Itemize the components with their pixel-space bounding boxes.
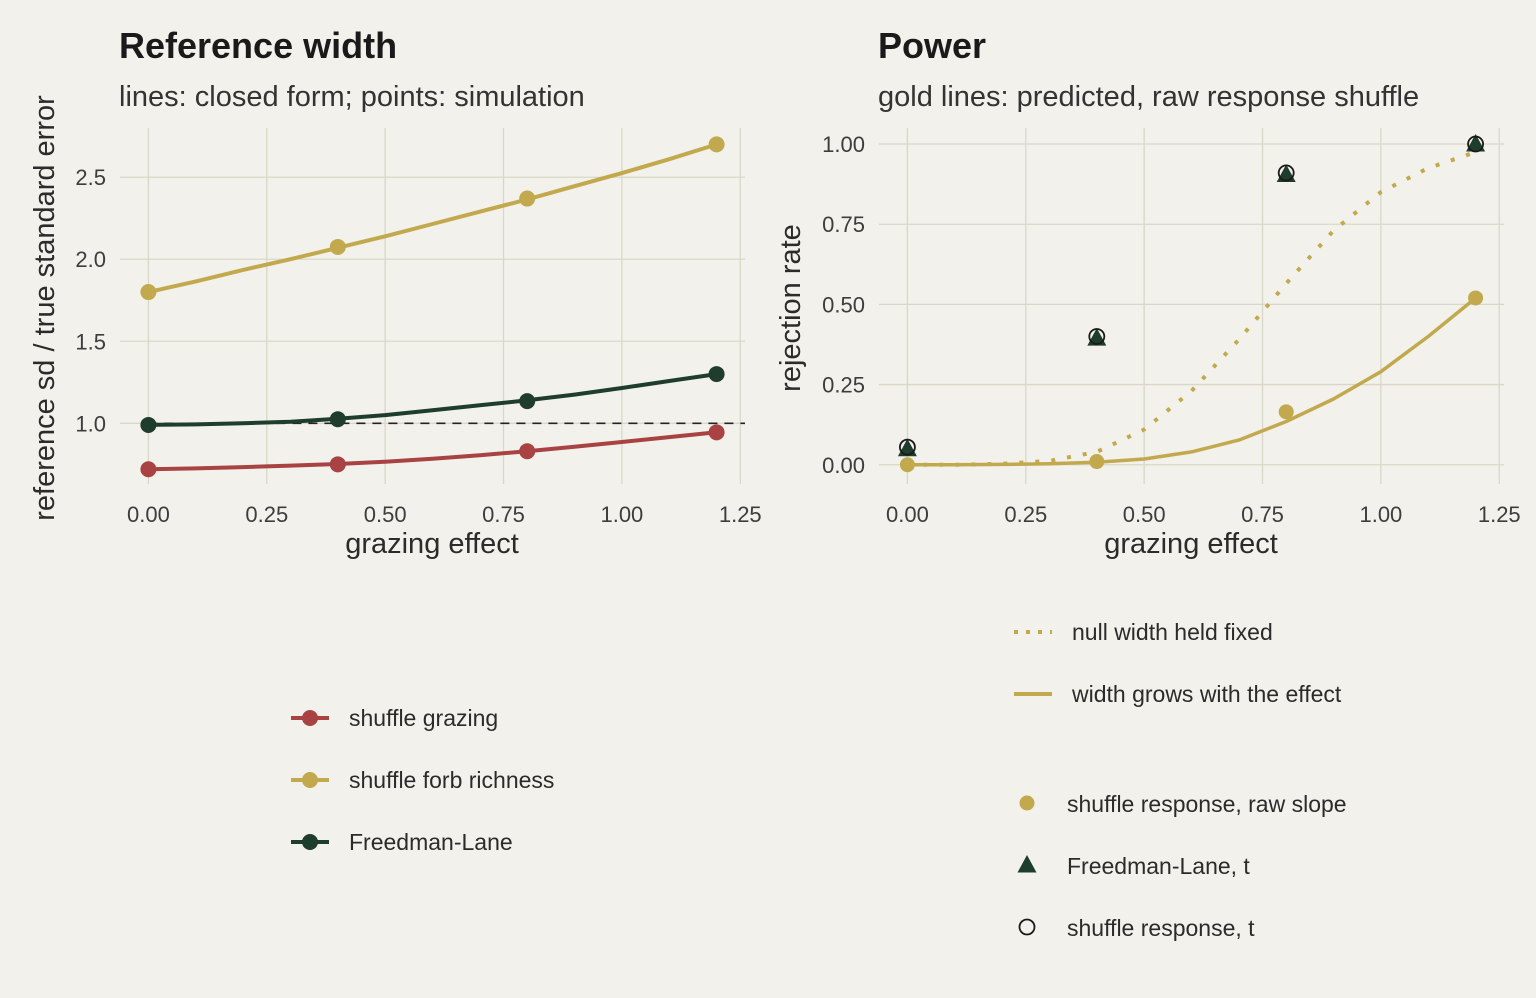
series-line-shuffle-forb-richness [147,142,718,295]
right-x-tick-label: 0.50 [1123,502,1166,527]
left-y-tick-label: 1.5 [75,329,106,354]
left-tick-labels: 0.00 0.25 0.50 0.75 1.00 1.25 1.0 1.5 2.0 2.5 [75,165,761,527]
left-x-tick-label: 0.25 [245,502,288,527]
right-legend: null width held fixed width grows with th… [1014,619,1347,941]
series-point-shuffle-grazing [140,461,157,478]
point-freedman-lane-t [1466,134,1486,152]
series-point-freedman-lane [140,416,157,433]
power-line-width-grows-with-the-effect [907,296,1477,467]
right-data-marks [897,134,1486,473]
legend-key-marker-shuffle-response-t [1018,918,1036,936]
right-x-tick-label: 0.00 [886,502,929,527]
right-chart-title: Power [878,25,986,66]
series-line-freedman-lane [148,372,717,427]
series-point-freedman-lane [519,393,536,410]
right-x-tick-label: 1.25 [1478,502,1521,527]
legend-key-marker-freedman-lane-t [1017,855,1037,873]
series-point-shuffle-forb-richness [708,136,725,153]
legend-key-marker-shuffle-response-raw-slope [1019,795,1035,811]
right-x-tick-label: 1.00 [1359,502,1402,527]
legend-label-shuffle-response-raw-slope: shuffle response, raw slope [1067,791,1347,817]
left-y-axis-label: reference sd / true standard error [29,95,61,521]
left-x-tick-label: 1.25 [719,502,762,527]
legend-label-width-grows-with-the-effect: width grows with the effect [1071,681,1342,707]
left-y-tick-label: 2.5 [75,165,106,190]
legend-label-freedman-lane-t: Freedman-Lane, t [1067,853,1250,879]
series-point-shuffle-grazing [519,443,536,460]
left-x-axis-label: grazing effect [345,528,519,560]
power-panel: Power gold lines: predicted, raw respons… [775,25,1521,941]
left-gridlines [120,128,745,484]
left-legend: shuffle grazing shuffle forb richness Free… [291,705,554,855]
point-shuffle-response-t [1277,164,1295,182]
right-y-tick-label: 0.25 [822,373,865,398]
right-gridlines [879,128,1504,484]
point-shuffle-response-raw-slope [1278,404,1294,420]
right-y-axis-label: rejection rate [775,224,807,392]
legend-key-point-freedman-lane [302,834,318,850]
left-x-tick-label: 0.00 [127,502,170,527]
legend-key-point-shuffle-grazing [302,710,318,726]
reference-width-panel: Reference width lines: closed form; poin… [29,25,762,855]
right-y-tick-label: 1.00 [822,132,865,157]
right-chart-subtitle: gold lines: predicted, raw response shuf… [878,81,1419,113]
left-chart-subtitle: lines: closed form; points: simulation [119,81,585,113]
legend-label-shuffle-response-t: shuffle response, t [1067,915,1255,941]
left-chart-title: Reference width [119,25,397,66]
legend-label-shuffle-forb-richness: shuffle forb richness [349,767,554,793]
right-tick-labels: 0.00 0.25 0.50 0.75 1.00 1.25 0.00 0.25 0.50 0.75… [822,132,1521,527]
legend-label-shuffle-grazing: shuffle grazing [349,705,498,731]
left-x-tick-label: 0.75 [482,502,525,527]
series-point-shuffle-forb-richness [329,238,346,255]
point-shuffle-response-t [899,438,916,456]
series-point-freedman-lane [329,411,346,428]
series-point-shuffle-forb-richness [519,190,536,207]
legend-key-point-shuffle-forb-richness [302,772,318,788]
point-shuffle-response-t [1467,135,1484,153]
series-point-shuffle-grazing [708,424,725,441]
series-point-shuffle-forb-richness [140,284,157,301]
left-y-tick-label: 1.0 [75,411,106,436]
legend-label-freedman-lane: Freedman-Lane [349,829,513,855]
left-y-tick-label: 2.0 [75,247,106,272]
right-x-tick-label: 0.75 [1241,502,1284,527]
left-data-marks [140,136,745,478]
right-y-tick-label: 0.50 [822,292,865,317]
left-x-tick-label: 0.50 [364,502,407,527]
legend-label-null-width-held-fixed: null width held fixed [1072,619,1273,645]
left-x-tick-label: 1.00 [600,502,643,527]
right-y-tick-label: 0.00 [822,453,865,478]
point-shuffle-response-raw-slope [1468,290,1484,306]
point-shuffle-response-t [1088,328,1106,345]
right-y-tick-label: 0.75 [822,212,865,237]
point-shuffle-response-raw-slope [899,457,915,473]
series-line-shuffle-grazing [148,430,717,472]
power-line-null-width-held-fixed [907,150,1477,467]
series-point-shuffle-grazing [329,456,346,473]
point-shuffle-response-raw-slope [1089,454,1105,470]
series-point-freedman-lane [708,366,725,383]
right-x-tick-label: 0.25 [1004,502,1047,527]
right-x-axis-label: grazing effect [1104,528,1278,560]
